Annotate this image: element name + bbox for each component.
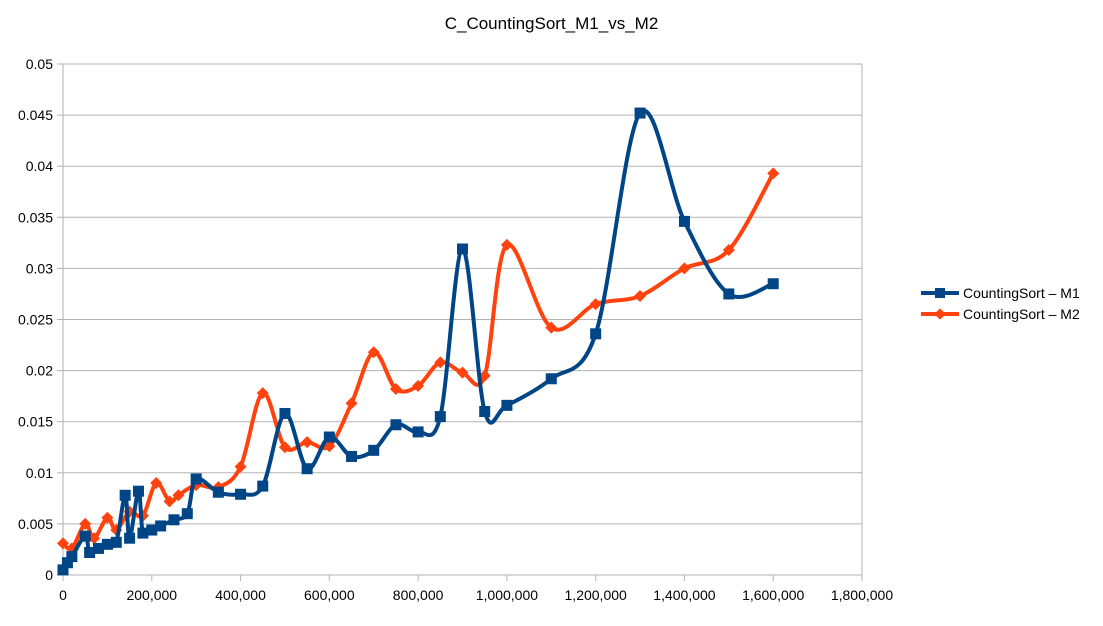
legend-item-m2: CountingSort – M2	[921, 303, 1080, 324]
x-tick-label: 400,000	[215, 587, 266, 603]
square-marker-icon	[168, 514, 180, 526]
x-tick-label: 200,000	[126, 587, 177, 603]
square-marker-icon	[155, 520, 167, 532]
x-tick-label: 1,200,000	[565, 587, 627, 603]
square-marker-icon	[368, 444, 380, 456]
diamond-marker-icon	[234, 460, 247, 473]
square-marker-icon	[181, 508, 193, 520]
diamond-marker-icon	[278, 441, 291, 454]
square-marker-icon	[390, 419, 402, 431]
x-tick-label: 1,000,000	[476, 587, 538, 603]
diamond-marker-icon	[367, 346, 380, 359]
square-marker-icon	[79, 530, 91, 542]
square-marker-icon	[279, 408, 291, 420]
y-tick-label: 0.01	[26, 465, 53, 481]
square-marker-icon	[101, 538, 113, 550]
diamond-marker-icon	[101, 511, 114, 524]
square-marker-icon	[137, 527, 149, 539]
square-marker-icon	[110, 536, 122, 548]
axes	[57, 63, 863, 581]
square-marker-icon	[57, 564, 69, 576]
square-marker-icon	[132, 485, 144, 497]
diamond-marker-icon	[323, 440, 336, 453]
x-tick-label: 800,000	[393, 587, 444, 603]
y-axis-ticks: 0 0.005 0.01 0.015 0.02 0.025 0.03 0.035 0.04 0.0…	[18, 56, 53, 583]
square-marker-icon	[119, 489, 131, 501]
x-tick-label: 1,800,000	[831, 587, 893, 603]
square-marker-icon	[590, 328, 602, 340]
square-marker-icon	[412, 426, 424, 438]
y-tick-label: 0.015	[18, 414, 53, 430]
diamond-marker-icon	[678, 262, 691, 275]
x-tick-label: 1,600,000	[742, 587, 804, 603]
square-marker-icon	[479, 405, 491, 417]
x-axis-ticks: 0 200,000 400,000 600,000 800,000 1,000,000 1,…	[59, 587, 893, 603]
y-tick-label: 0	[45, 567, 53, 583]
square-marker-icon	[257, 480, 269, 492]
square-marker-icon	[457, 243, 468, 255]
square-marker-icon	[434, 411, 446, 423]
diamond-marker-icon	[634, 289, 647, 302]
y-tick-label: 0.005	[18, 516, 53, 532]
series-2	[57, 167, 780, 555]
diamond-marker-icon	[301, 436, 314, 449]
square-marker-icon	[634, 107, 646, 119]
square-marker-icon	[678, 215, 690, 227]
gridlines	[63, 63, 862, 525]
square-marker-icon	[545, 373, 557, 385]
diamond-marker-icon	[79, 517, 92, 530]
y-tick-label: 0.03	[26, 260, 53, 276]
square-marker-icon	[212, 486, 224, 498]
diamond-marker-icon	[88, 532, 101, 545]
square-marker-icon	[146, 524, 158, 536]
diamond-marker-icon	[412, 379, 425, 392]
diamond-marker-icon	[150, 477, 163, 490]
square-marker-icon	[61, 557, 73, 569]
diamond-marker-icon	[545, 321, 558, 334]
square-marker-icon	[66, 551, 78, 563]
diamond-marker-icon	[345, 397, 358, 410]
square-marker-icon	[190, 473, 202, 485]
square-marker-icon	[723, 288, 735, 300]
y-tick-label: 0.04	[26, 158, 53, 174]
diamond-marker-icon	[256, 387, 269, 400]
diamond-marker-icon	[767, 167, 780, 180]
square-marker-icon	[301, 463, 313, 475]
x-tick-label: 1,400,000	[653, 587, 715, 603]
diamond-icon	[921, 306, 959, 322]
x-tick-label: 600,000	[304, 587, 355, 603]
diamond-marker-icon	[57, 537, 69, 550]
legend: CountingSort – M1 CountingSort – M2	[921, 282, 1080, 324]
square-marker-icon	[323, 431, 335, 443]
legend-label-m2: CountingSort – M2	[963, 305, 1080, 322]
square-marker-icon	[84, 547, 96, 559]
diamond-marker-icon	[389, 382, 402, 395]
legend-item-m1: CountingSort – M1	[921, 282, 1080, 303]
diamond-marker-icon	[500, 238, 513, 251]
square-marker-icon	[93, 542, 105, 554]
x-tick-label: 0	[59, 587, 67, 603]
diamond-marker-icon	[163, 495, 176, 508]
diamond-marker-icon	[456, 366, 469, 379]
square-marker-icon	[346, 450, 358, 462]
square-marker-icon	[235, 488, 247, 500]
chart-title: C_CountingSort_M1_vs_M2	[444, 14, 659, 33]
diamond-marker-icon	[722, 244, 735, 257]
square-marker-icon	[124, 532, 136, 544]
y-tick-label: 0.02	[26, 363, 53, 379]
diamond-marker-icon	[172, 489, 185, 502]
square-marker-icon	[767, 278, 779, 290]
y-tick-label: 0.025	[18, 312, 53, 328]
legend-label-m1: CountingSort – M1	[963, 284, 1080, 301]
square-icon	[921, 285, 959, 301]
data-series	[57, 107, 780, 576]
y-tick-label: 0.05	[26, 56, 53, 72]
diamond-marker-icon	[589, 298, 602, 311]
y-tick-label: 0.045	[18, 107, 53, 123]
y-tick-label: 0.035	[18, 209, 53, 225]
square-marker-icon	[501, 399, 513, 411]
series-1	[57, 107, 779, 576]
diamond-marker-icon	[434, 356, 447, 369]
